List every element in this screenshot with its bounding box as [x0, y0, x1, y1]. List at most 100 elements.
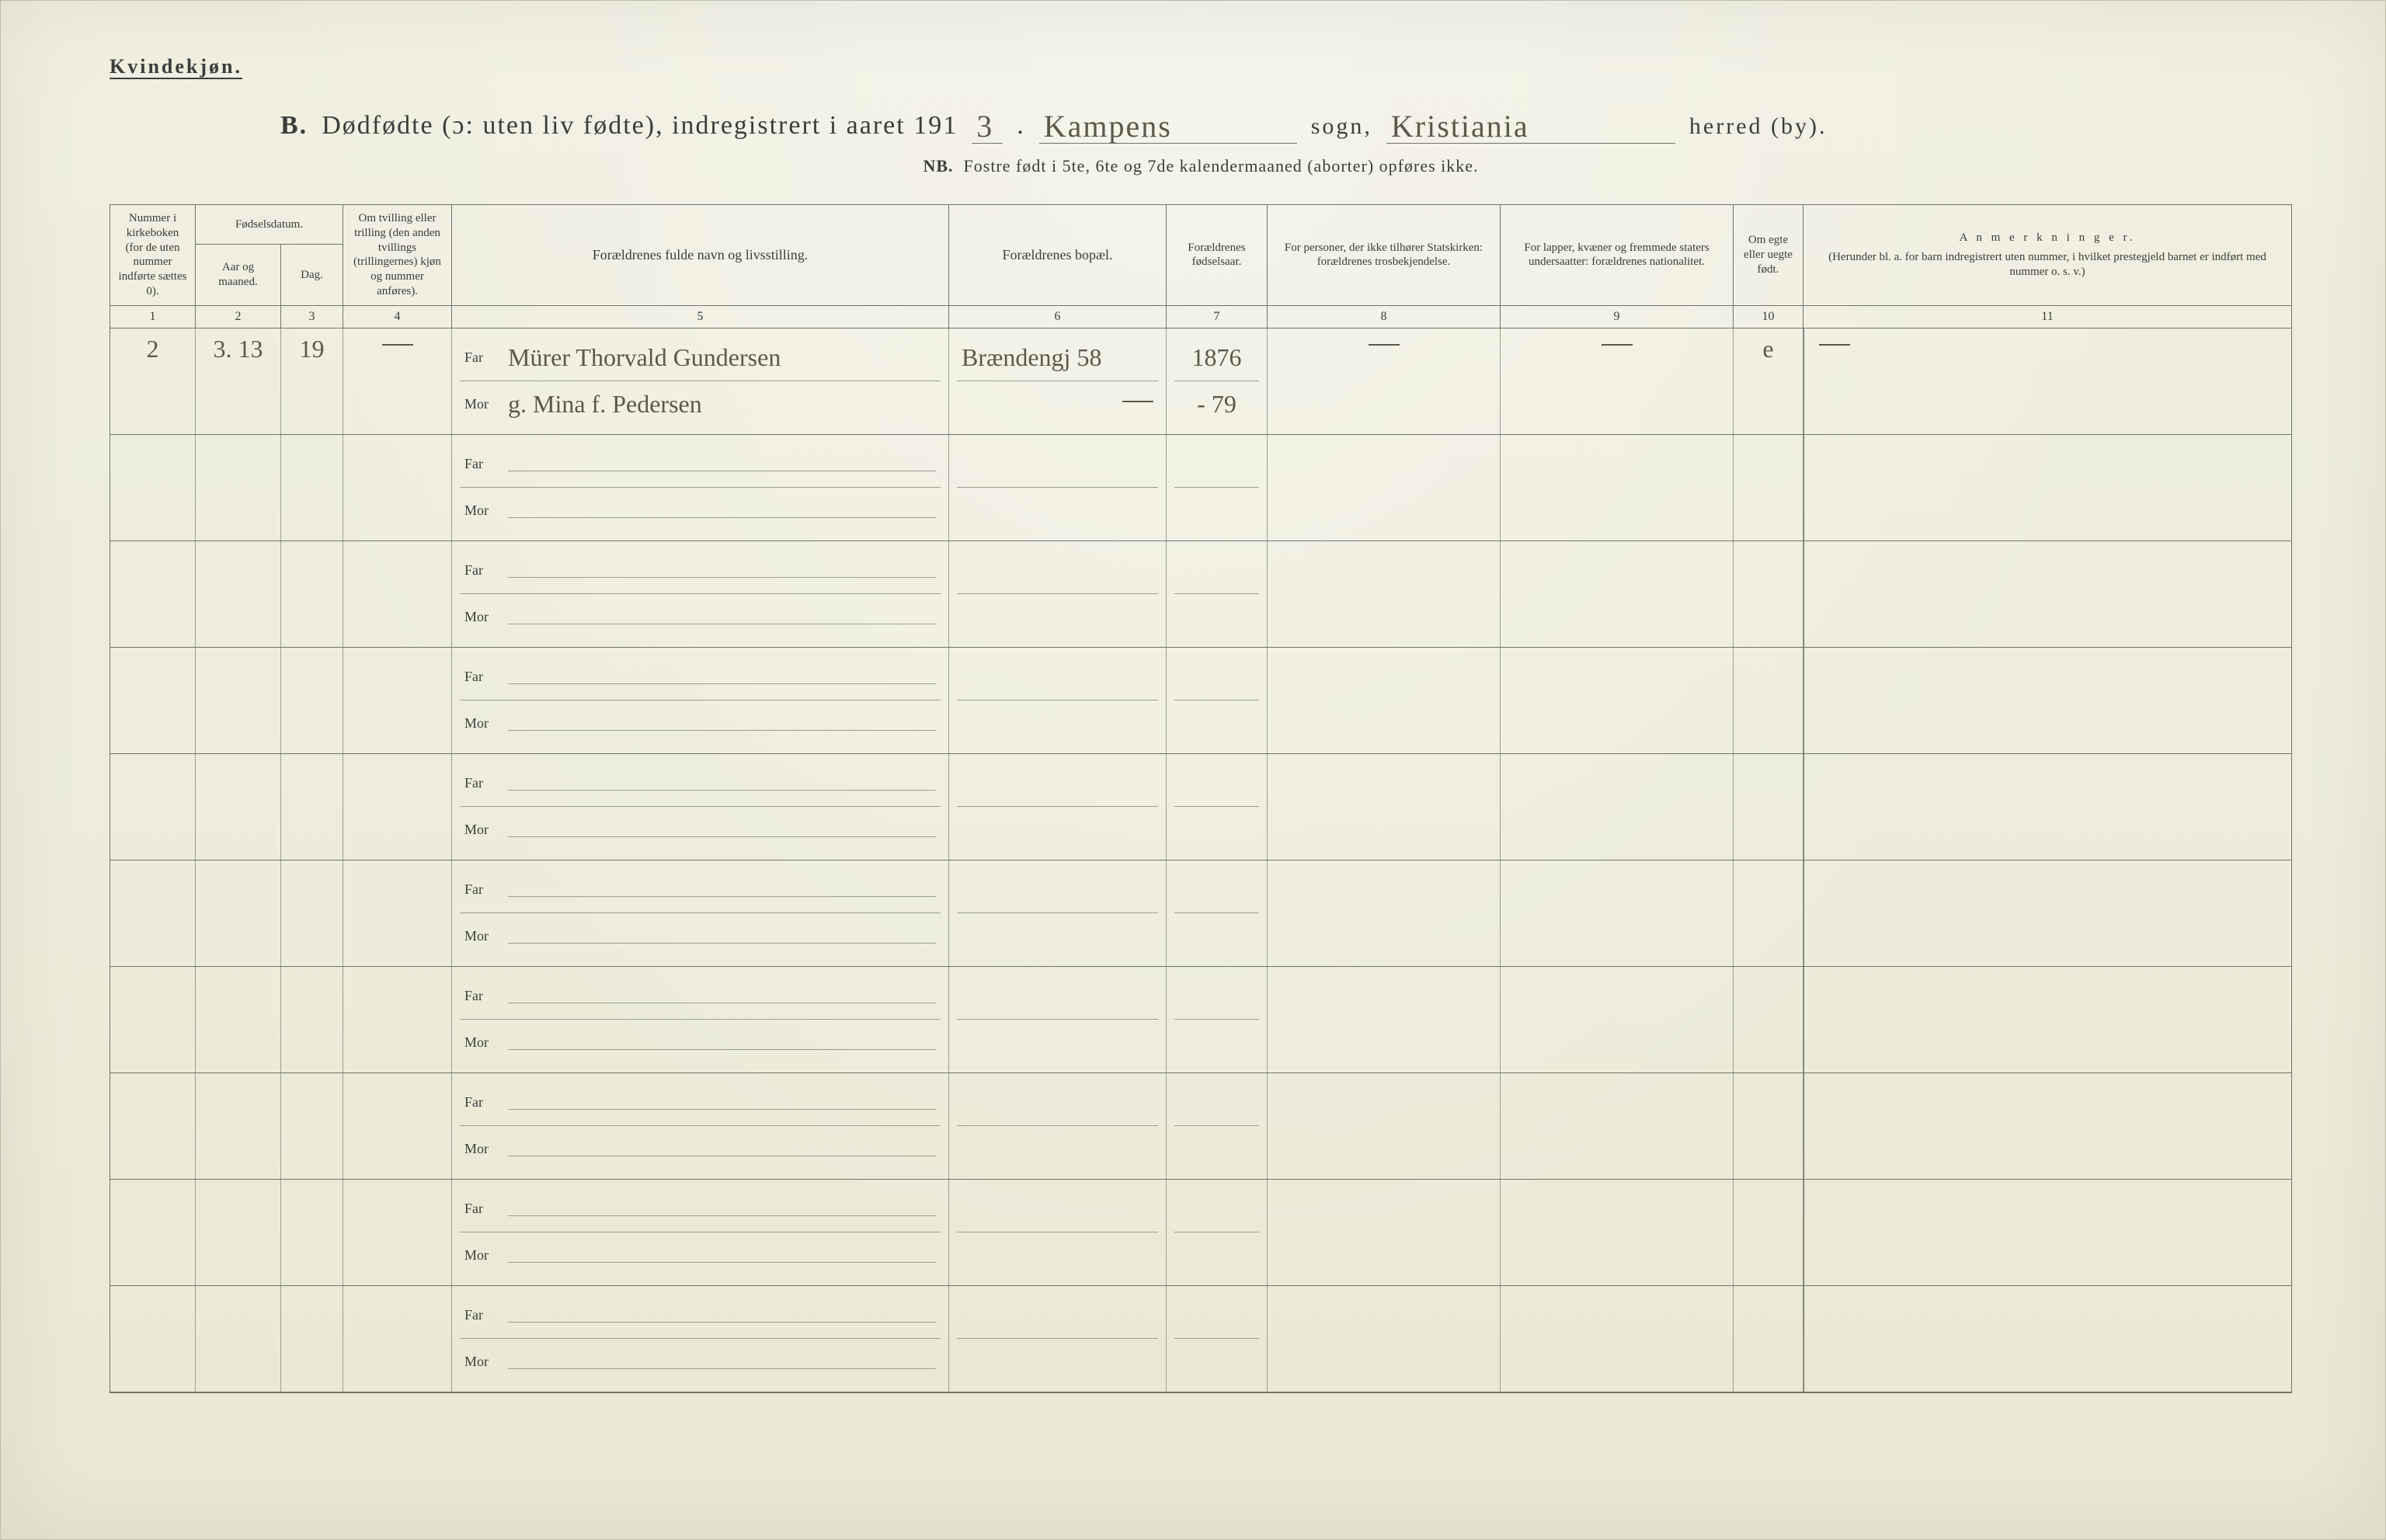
ledger: Nummer i kirke­boken (for de uten nummer… [110, 204, 2292, 1393]
table-cell [1167, 754, 1268, 860]
table-cell [1268, 541, 1501, 647]
table-cell [343, 1180, 452, 1285]
table-cell [1803, 1180, 2291, 1285]
handwritten-value: 1876 [1192, 343, 1242, 372]
column-number-row: 1 2 3 4 5 6 7 8 9 10 11 [110, 305, 2292, 328]
table-cell [196, 1180, 281, 1285]
blank-line [508, 1109, 936, 1110]
table-cell [1268, 435, 1501, 541]
table-cell [949, 541, 1167, 647]
colnum-2: 2 [196, 305, 281, 328]
blank-line [508, 1368, 936, 1369]
table-cell [281, 541, 343, 647]
far-label: Far [464, 669, 497, 685]
table-cell [1734, 860, 1803, 966]
mor-name: g. Mina f. Pedersen [508, 390, 702, 419]
column-separator [1803, 435, 1804, 541]
table-cell: Far Mor [452, 1073, 949, 1179]
table-cell [1268, 1286, 1501, 1392]
table-cell: 3. 13 [196, 329, 281, 434]
table-cell [196, 541, 281, 647]
table-cell [1803, 541, 2291, 647]
table-cell [1167, 1286, 1268, 1392]
column-separator [1803, 1180, 1804, 1285]
table-cell [1167, 967, 1268, 1072]
colnum-10: 10 [1734, 305, 1803, 328]
table-cell [281, 435, 343, 541]
table-cell: 19 [281, 329, 343, 434]
col-2-header: Aar og maaned. [196, 245, 281, 305]
table-cell [343, 648, 452, 753]
column-separator [1803, 541, 1804, 647]
dash-mark [1819, 344, 1850, 346]
table-cell [1501, 1073, 1734, 1179]
year-suffix: 3 [976, 109, 993, 144]
table-cell [343, 860, 452, 966]
col-5-header: Forældrenes fulde navn og livsstilling. [452, 205, 949, 306]
table-cell [343, 541, 452, 647]
column-separator [1803, 967, 1804, 1072]
table-cell [110, 1286, 196, 1392]
table-cell [1268, 1180, 1501, 1285]
table-cell [1268, 1073, 1501, 1179]
column-separator [1803, 860, 1804, 966]
table-cell: Far Mor [452, 435, 949, 541]
table-cell [110, 860, 196, 966]
column-separator [1803, 754, 1804, 860]
dash-mark [382, 344, 413, 346]
blank-line [508, 896, 936, 897]
col-11-sub: (Herunder bl. a. for barn indregistrert … [1810, 250, 2285, 280]
far-name: Mürer Thorvald Gundersen [508, 343, 781, 372]
mor-label: Mor [464, 1034, 497, 1051]
table-cell [1803, 329, 2291, 434]
colnum-8: 8 [1268, 305, 1501, 328]
far-label: Far [464, 881, 497, 898]
table-cell [281, 1286, 343, 1392]
table-cell [196, 967, 281, 1072]
table-cell [281, 967, 343, 1072]
table-cell [1734, 1073, 1803, 1179]
table-cell [1268, 329, 1501, 434]
dash-mark [1369, 344, 1400, 346]
table-cell [1803, 967, 2291, 1072]
blank-line [508, 517, 936, 518]
table-row: Far Mor [110, 434, 2291, 541]
sogn-field: Kampens [1039, 105, 1297, 144]
mor-label: Mor [464, 1354, 497, 1370]
table-cell [110, 541, 196, 647]
table-cell [949, 648, 1167, 753]
table-cell [1501, 648, 1734, 753]
table-cell [1167, 435, 1268, 541]
blank-line [508, 1049, 936, 1050]
far-label: Far [464, 562, 497, 579]
far-label: Far [464, 775, 497, 791]
blank-line [508, 943, 936, 944]
col-fd-header: Fødselsdatum. [196, 205, 343, 245]
handwritten-value: 2 [147, 335, 159, 363]
table-cell: Far Mor [452, 1286, 949, 1392]
table-cell: Far Mor [452, 1180, 949, 1285]
table-cell [1501, 1180, 1734, 1285]
table-row: Far Mor [110, 860, 2291, 966]
handwritten-value: 19 [300, 335, 325, 363]
table-cell [1167, 541, 1268, 647]
colnum-11: 11 [1803, 305, 2292, 328]
table-cell [1803, 754, 2291, 860]
table-cell: 2 [110, 329, 196, 434]
table-cell [1167, 1180, 1268, 1285]
table-cell: e [1734, 329, 1803, 434]
table-cell: Far Mor [452, 754, 949, 860]
nb-line: NB. Fostre født i 5te, 6te og 7de kalend… [110, 156, 2292, 176]
table-cell: Far Mor [452, 967, 949, 1072]
table-cell [949, 1286, 1167, 1392]
col-11-title: A n m e r k n i n g e r. [1810, 231, 2285, 245]
register-sheet: Kvindekjøn. B. Dødfødte (ɔ: uten liv fød… [0, 0, 2386, 1540]
blank-line [508, 790, 936, 791]
mor-label: Mor [464, 502, 497, 519]
dash-mark [1122, 401, 1153, 402]
ledger-header: Nummer i kirke­boken (for de uten nummer… [110, 204, 2292, 329]
colnum-5: 5 [452, 305, 949, 328]
table-cell [196, 860, 281, 966]
column-separator [1803, 329, 1804, 434]
table-cell [196, 1073, 281, 1179]
